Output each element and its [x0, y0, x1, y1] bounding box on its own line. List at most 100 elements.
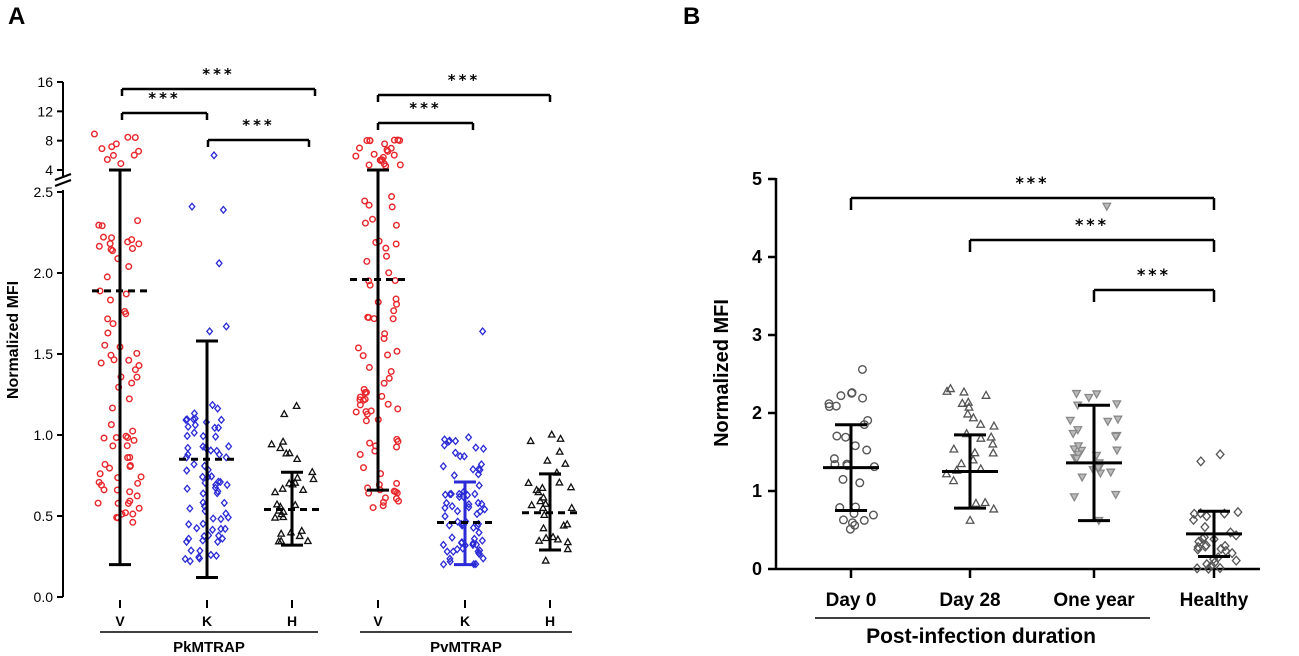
data-point — [538, 503, 548, 512]
data-point — [210, 151, 218, 160]
data-point — [188, 202, 196, 211]
data-point — [855, 478, 865, 488]
data-point — [1110, 490, 1121, 500]
data-point — [366, 137, 374, 145]
data-point — [211, 432, 220, 441]
data-point — [189, 414, 198, 424]
data-point — [191, 420, 200, 430]
y-tick-label: 4 — [45, 162, 53, 178]
data-point — [1065, 416, 1076, 426]
data-point — [363, 136, 371, 144]
data-point — [390, 487, 398, 495]
data-point — [470, 559, 478, 569]
data-point — [98, 145, 106, 153]
y-tick-label: 0.0 — [34, 589, 54, 605]
data-point — [1101, 202, 1112, 212]
data-point — [385, 269, 393, 277]
data-point — [567, 503, 577, 512]
data-point — [354, 344, 362, 352]
y-tick-label: 1 — [752, 481, 762, 501]
x-category-label: K — [460, 613, 470, 629]
data-point — [135, 147, 143, 155]
data-point — [381, 140, 389, 148]
data-point — [383, 146, 391, 154]
data-point — [123, 442, 131, 450]
data-point — [125, 395, 133, 403]
data-point — [441, 511, 449, 521]
data-point — [135, 362, 143, 370]
data-point — [829, 454, 839, 464]
data-point — [108, 404, 116, 412]
data-point — [541, 533, 551, 542]
data-point — [365, 201, 373, 209]
data-point — [293, 473, 302, 481]
data-point — [128, 379, 136, 387]
data-point — [392, 240, 400, 248]
data-point — [446, 554, 454, 564]
data-point — [472, 540, 481, 549]
data-point — [130, 436, 138, 444]
data-point — [1201, 510, 1212, 522]
data-point — [190, 459, 198, 469]
data-point — [106, 240, 114, 248]
data-point — [135, 504, 143, 512]
data-point — [447, 489, 455, 499]
data-point — [1200, 521, 1210, 533]
data-point — [981, 390, 991, 399]
data-point — [216, 477, 224, 487]
data-point — [224, 513, 232, 522]
y-tick-label: 2 — [752, 403, 762, 423]
data-point — [1102, 417, 1113, 427]
data-point — [363, 257, 371, 265]
data-point — [96, 470, 104, 478]
significance-label: *** — [242, 116, 275, 134]
y-tick-label: 12 — [37, 103, 53, 119]
data-point — [124, 454, 132, 462]
data-point — [382, 244, 390, 252]
y-tick-label: 16 — [37, 74, 53, 90]
data-point — [1192, 563, 1202, 574]
data-point — [124, 433, 132, 441]
data-point — [986, 431, 997, 441]
data-point — [443, 547, 451, 556]
significance-label: *** — [1137, 265, 1171, 284]
data-point — [215, 450, 224, 459]
data-point — [270, 487, 280, 496]
data-point — [297, 526, 307, 534]
data-point — [448, 533, 456, 542]
x-category-label: Day 0 — [826, 590, 877, 611]
y-tick-label: 4 — [752, 247, 762, 267]
data-point — [126, 463, 134, 471]
data-point — [524, 478, 533, 487]
data-point — [384, 400, 392, 408]
data-point — [988, 447, 999, 457]
data-point — [556, 434, 565, 442]
data-point — [439, 461, 447, 471]
data-point — [309, 474, 318, 483]
x-category-label: One year — [1053, 590, 1135, 611]
data-point — [541, 555, 551, 564]
data-point — [957, 398, 968, 407]
data-point — [267, 439, 276, 448]
data-point — [393, 443, 401, 451]
x-category-label: H — [545, 613, 555, 629]
data-point — [362, 388, 370, 396]
data-point — [362, 417, 370, 425]
data-point — [364, 313, 372, 321]
data-point — [129, 427, 137, 435]
data-point — [112, 434, 120, 442]
data-point — [106, 296, 114, 304]
data-point — [850, 520, 860, 530]
x-axis-label: Post-infection duration — [866, 625, 1096, 648]
data-point — [1093, 464, 1104, 473]
data-point — [282, 448, 291, 457]
data-point — [836, 391, 846, 401]
data-point — [473, 521, 482, 531]
panel-a-chart: 0.0 0.5 1.0 1.5 2.0 2.5 4 8 12 16 Normalized MFI V K… — [5, 65, 578, 656]
data-point — [469, 523, 478, 533]
data-point — [446, 557, 454, 566]
data-point — [278, 484, 287, 492]
data-point — [526, 436, 535, 445]
data-point — [124, 133, 132, 141]
